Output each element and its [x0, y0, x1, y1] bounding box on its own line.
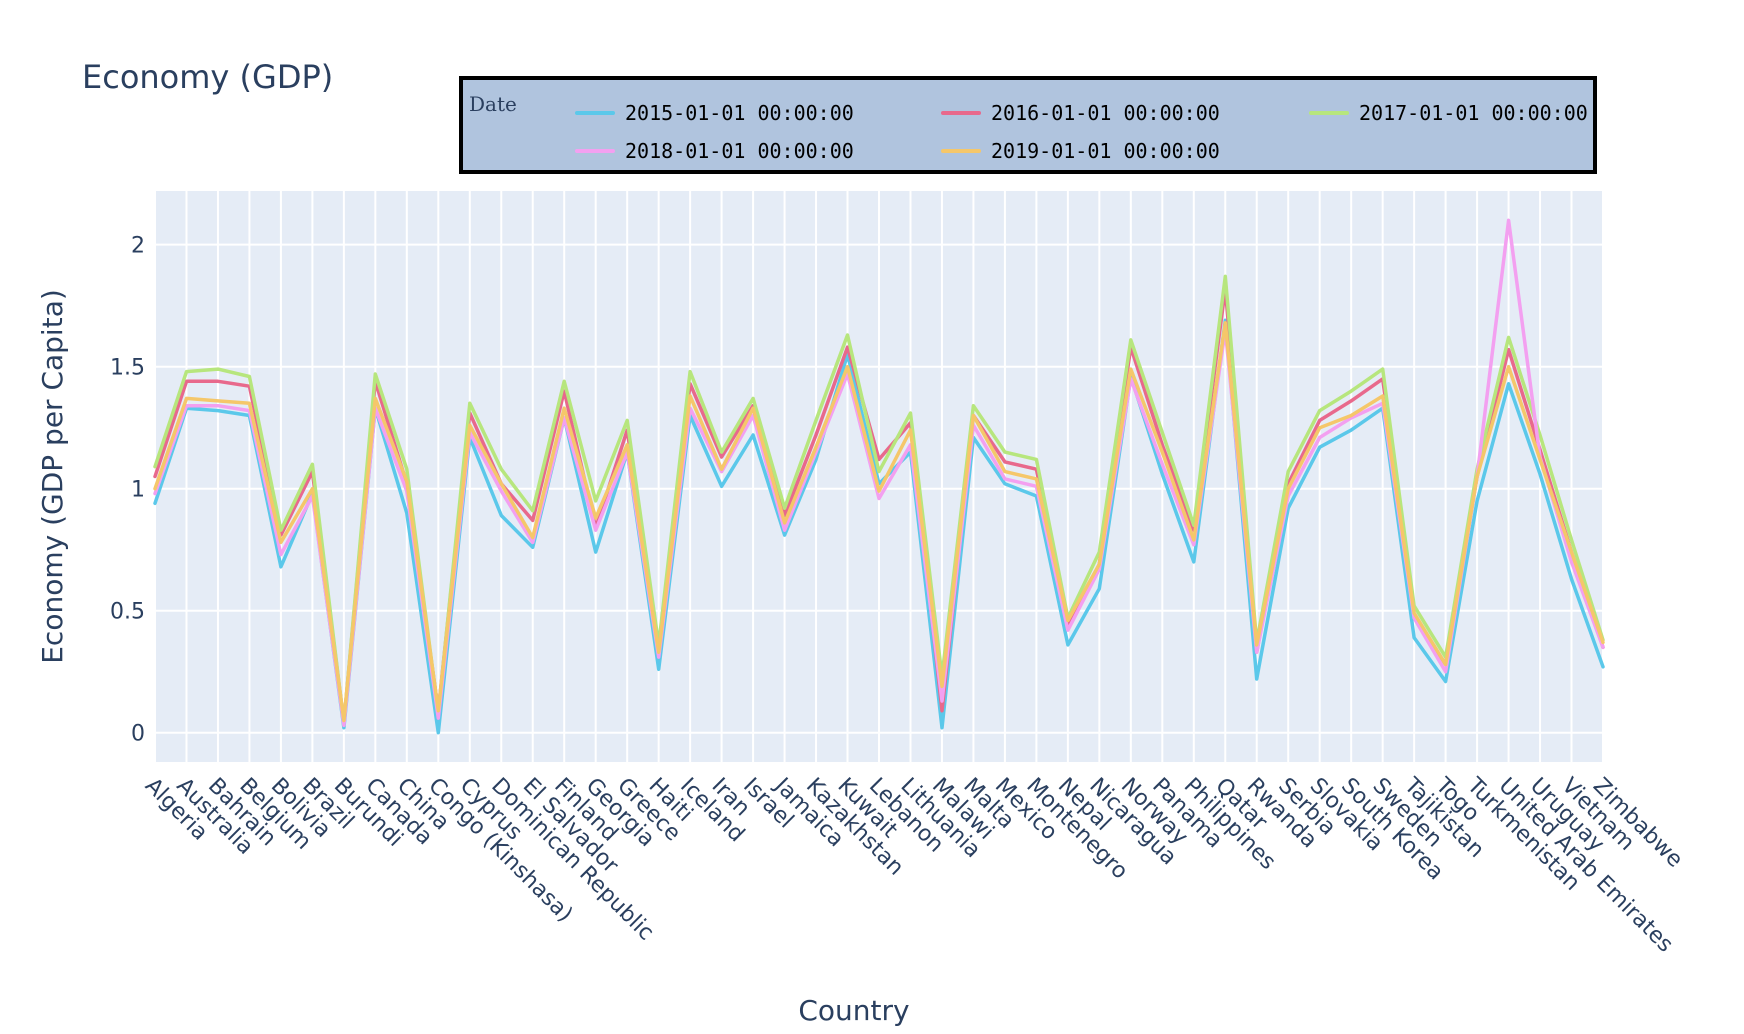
y-tick-label: 1 [131, 478, 145, 503]
legend-swatch [575, 111, 615, 115]
y-tick-label: 1.5 [110, 356, 145, 381]
legend-label: 2016-01-01 00:00:00 [991, 101, 1220, 125]
y-tick-label: 2 [131, 234, 145, 259]
legend-label: 2019-01-01 00:00:00 [991, 139, 1220, 163]
y-tick-label: 0.5 [110, 600, 145, 625]
legend: Date 2015-01-01 00:00:00 2016-01-01 00:00… [459, 76, 1597, 174]
legend-swatch [941, 111, 981, 115]
y-axis-title: Economy (GDP per Capita) [36, 289, 69, 664]
series-line [153, 318, 1605, 735]
chart-title: Economy (GDP) [82, 58, 334, 96]
series-line [153, 218, 1605, 728]
legend-swatch [575, 149, 615, 153]
legend-swatch [1309, 111, 1349, 115]
legend-item[interactable]: 2016-01-01 00:00:00 [941, 98, 1220, 128]
legend-label: 2015-01-01 00:00:00 [625, 101, 854, 125]
legend-item[interactable]: 2015-01-01 00:00:00 [575, 98, 854, 128]
legend-title: Date [469, 92, 517, 116]
legend-item[interactable]: 2018-01-01 00:00:00 [575, 136, 854, 166]
legend-label: 2017-01-01 00:00:00 [1359, 101, 1588, 125]
series-line [153, 274, 1605, 725]
legend-item[interactable]: 2019-01-01 00:00:00 [941, 136, 1220, 166]
series-line [153, 321, 1605, 723]
y-tick-label: 0 [131, 722, 145, 747]
legend-label: 2018-01-01 00:00:00 [625, 139, 854, 163]
legend-item[interactable]: 2017-01-01 00:00:00 [1309, 98, 1588, 128]
x-axis-title: Country [798, 994, 909, 1027]
legend-swatch [941, 149, 981, 153]
